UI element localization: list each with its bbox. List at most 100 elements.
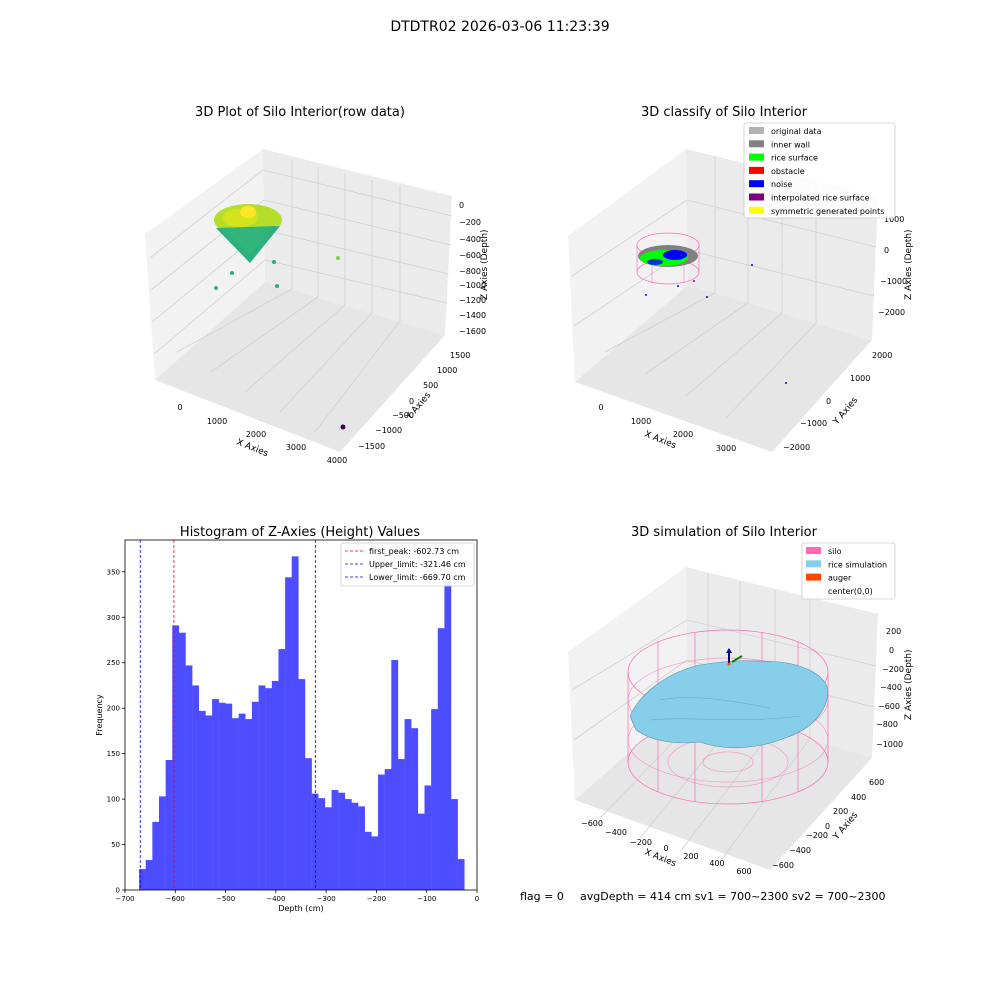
plot-simulation: 3D simulation of Silo Interior xyxy=(568,525,914,876)
svg-text:0: 0 xyxy=(663,844,668,853)
legend-swatch xyxy=(749,180,764,188)
hist-bar xyxy=(417,813,425,890)
svg-text:1500: 1500 xyxy=(450,351,470,360)
legend-swatch xyxy=(806,547,821,554)
svg-text:4000: 4000 xyxy=(327,456,347,465)
hist-bar xyxy=(344,799,352,890)
hist-ytick-label: 250 xyxy=(107,659,120,667)
hist-bar xyxy=(218,702,226,890)
hist-bar xyxy=(298,679,306,890)
plot1-grid xyxy=(149,160,453,433)
hist-legend-label: Upper_limit: -321.46 cm xyxy=(369,560,466,569)
hist-xtick-label: −100 xyxy=(417,895,436,903)
hist-bar xyxy=(404,719,412,890)
hist-ytick-label: 100 xyxy=(107,796,120,804)
plot1-ticks: 0 1000 2000 3000 4000 1500 1000 500 0 −5… xyxy=(177,201,486,465)
svg-text:0: 0 xyxy=(598,403,603,412)
plot1-panes xyxy=(145,149,452,452)
legend-swatch xyxy=(749,206,764,214)
legend-label: obstacle xyxy=(771,167,805,176)
plot4-title: 3D simulation of Silo Interior xyxy=(631,525,818,540)
hist-bar xyxy=(251,701,259,890)
svg-text:−200: −200 xyxy=(459,218,481,227)
hist-bar xyxy=(324,807,332,890)
svg-text:−500: −500 xyxy=(392,411,414,420)
svg-text:400: 400 xyxy=(851,793,866,802)
svg-text:−1000: −1000 xyxy=(459,281,486,290)
svg-text:1000: 1000 xyxy=(850,374,870,383)
svg-text:2000: 2000 xyxy=(872,351,892,360)
svg-text:−200: −200 xyxy=(882,665,904,674)
hist-bar xyxy=(238,713,246,890)
svg-text:−600: −600 xyxy=(772,861,794,870)
svg-text:500: 500 xyxy=(423,381,438,390)
hist-bar xyxy=(351,802,359,890)
plot2-title: 3D classify of Silo Interior xyxy=(641,105,808,120)
hist-xticks: −700 −600 −500 −400 −300 −200 −100 0 xyxy=(115,890,479,903)
histogram: Histogram of Z-Axies (Height) Values −70… xyxy=(95,525,479,913)
hist-bar xyxy=(331,790,339,890)
hist-bar xyxy=(265,688,273,890)
plot1-xlabel: X Axies xyxy=(235,438,270,460)
hist-bar xyxy=(437,628,445,890)
svg-text:1000: 1000 xyxy=(207,417,227,426)
svg-text:400: 400 xyxy=(709,859,724,868)
hist-bar xyxy=(451,799,458,890)
hist-ytick-label: 0 xyxy=(116,887,120,895)
plot2-legend: original data inner wall rice surface obsta… xyxy=(743,122,896,219)
legend-label: symmetric generated points xyxy=(771,207,884,216)
hist-ytick-label: 350 xyxy=(107,568,120,576)
hist-bar xyxy=(172,625,180,890)
hist-bar xyxy=(318,798,326,890)
legend-swatch xyxy=(749,193,764,201)
hist-bar xyxy=(258,685,266,890)
hist-bar xyxy=(371,836,379,890)
hist-xtick-label: −500 xyxy=(216,895,235,903)
svg-text:−200: −200 xyxy=(806,831,828,840)
svg-text:200: 200 xyxy=(833,807,848,816)
hist-bar xyxy=(391,660,399,890)
svg-text:600: 600 xyxy=(869,778,884,787)
svg-text:−1200: −1200 xyxy=(459,296,486,305)
hist-xlabel: Depth (cm) xyxy=(278,904,323,913)
svg-text:−600: −600 xyxy=(581,819,603,828)
svg-text:−1600: −1600 xyxy=(459,327,486,336)
hist-bar xyxy=(271,680,279,890)
svg-text:−1400: −1400 xyxy=(459,311,486,320)
legend-label: silo xyxy=(828,547,842,556)
hist-bar xyxy=(145,860,153,890)
plot1-scatter xyxy=(214,204,346,430)
legend-swatch xyxy=(806,560,821,568)
hist-bar xyxy=(285,577,292,890)
hist-bar xyxy=(212,699,219,890)
hist-bar xyxy=(139,869,146,890)
hist-bar xyxy=(158,796,166,890)
hist-bar xyxy=(178,632,186,890)
svg-text:200: 200 xyxy=(683,852,698,861)
svg-text:1000: 1000 xyxy=(437,366,457,375)
hist-ytick-label: 200 xyxy=(107,705,120,713)
plot2-ylabel: Y Axies xyxy=(831,395,860,427)
svg-text:−2000: −2000 xyxy=(783,443,810,452)
legend-label: interpolated rice surface xyxy=(771,194,869,203)
svg-text:−600: −600 xyxy=(459,251,481,260)
hist-xtick-label: −700 xyxy=(115,895,134,903)
hist-bar xyxy=(358,806,365,890)
hist-bars xyxy=(139,556,465,890)
svg-text:−1000: −1000 xyxy=(800,419,827,428)
plot-classify: 3D classify of Silo Interior xyxy=(568,105,914,453)
legend-swatch xyxy=(806,573,821,581)
svg-text:2000: 2000 xyxy=(673,430,693,439)
hist-vlines xyxy=(139,540,316,890)
svg-text:0: 0 xyxy=(884,246,889,255)
legend-label: original data xyxy=(771,127,822,136)
svg-text:−1000: −1000 xyxy=(880,277,907,286)
hist-bar xyxy=(165,760,173,890)
hist-bar xyxy=(364,831,372,890)
hist-ytick-label: 50 xyxy=(111,841,120,849)
hist-xtick-label: −200 xyxy=(367,895,386,903)
svg-text:0: 0 xyxy=(409,397,414,406)
hist-legend: first_peak: -602.73 cm Upper_limit: -321.… xyxy=(340,542,475,587)
svg-text:−400: −400 xyxy=(459,235,481,244)
